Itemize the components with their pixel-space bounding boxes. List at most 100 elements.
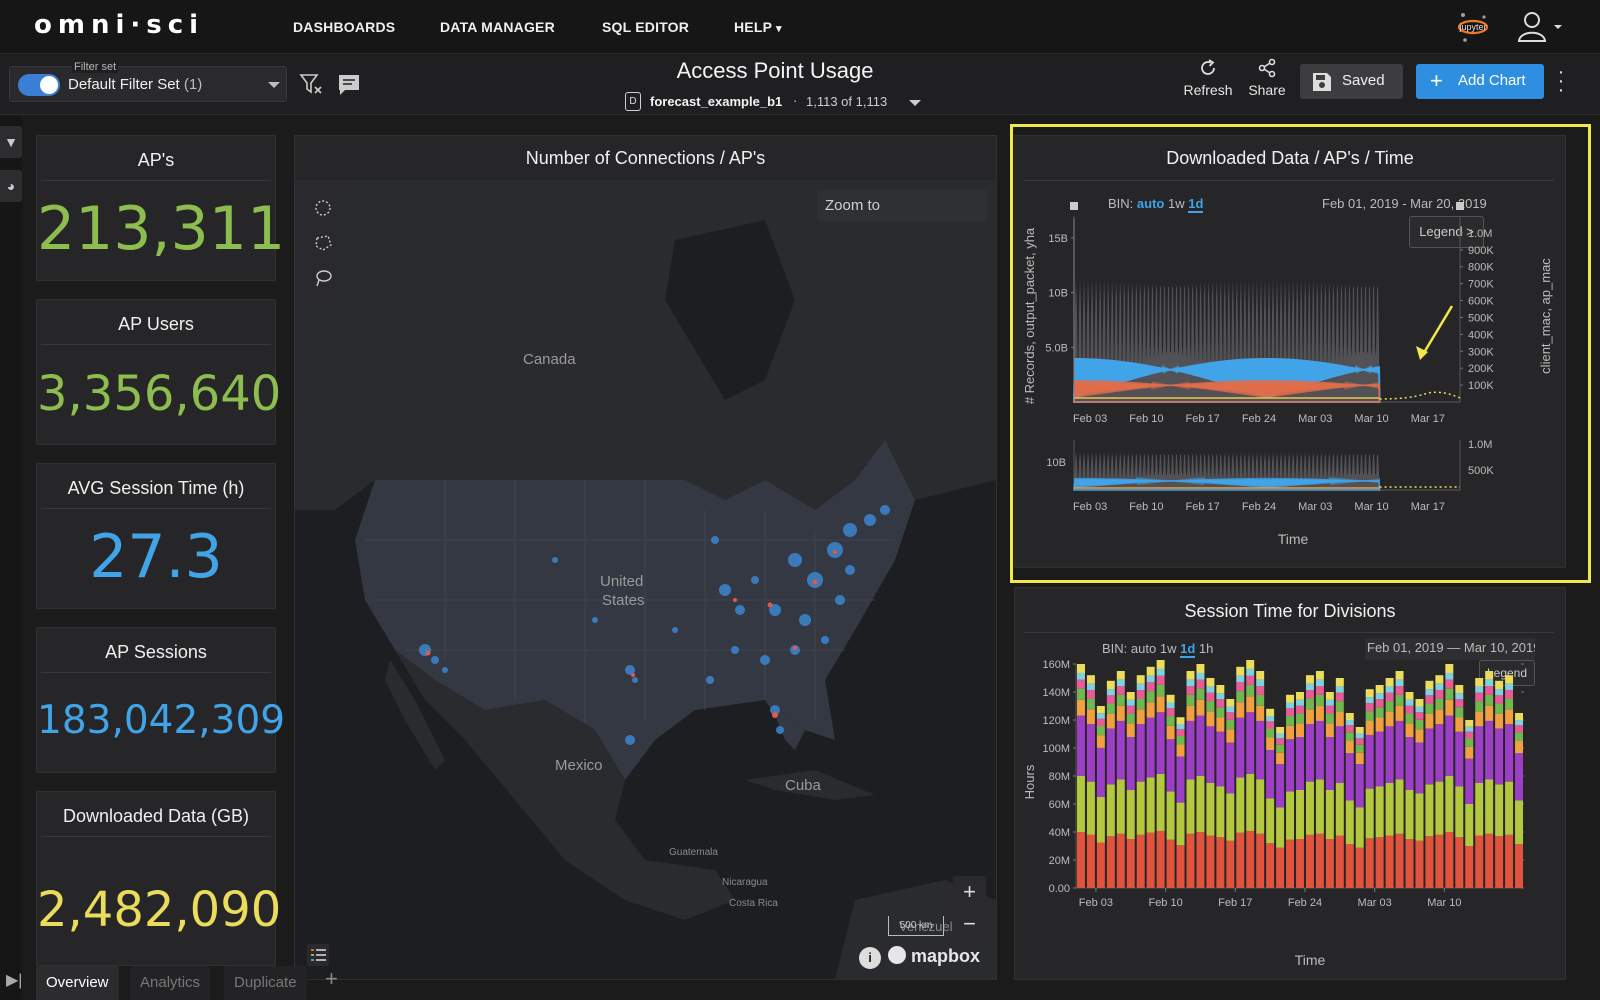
nav-dashboards[interactable]: DASHBOARDS <box>293 19 396 35</box>
filter-set-toggle-knob[interactable] <box>40 76 58 94</box>
map-label-cuba: Cuba <box>785 777 822 794</box>
map-label-mexico: Mexico <box>555 757 603 774</box>
bar-segment <box>1086 690 1095 699</box>
bin-auto[interactable]: auto <box>1136 196 1165 211</box>
bar-segment <box>1096 735 1105 748</box>
nav-sql-editor[interactable]: SQL EDITOR <box>602 19 690 35</box>
kpi-card: AVG Session Time (h) 27.3 <box>36 463 276 609</box>
circle-select-icon[interactable] <box>313 198 333 223</box>
bar-segment <box>1226 840 1235 888</box>
bin-auto[interactable]: auto <box>1130 641 1157 656</box>
clear-filters-icon[interactable] <box>299 72 323 101</box>
zoom-to-input[interactable]: Zoom to <box>817 190 987 221</box>
lasso-select-icon[interactable] <box>313 268 333 293</box>
omnisci-logo[interactable]: omni·sci <box>34 10 205 40</box>
filter-panel-icon[interactable]: ▼ <box>0 126 22 158</box>
info-icon[interactable]: i <box>859 947 881 969</box>
bar-segment <box>1206 711 1215 727</box>
bar-segment <box>1136 698 1145 710</box>
bar-segment <box>1136 683 1145 691</box>
bar-segment <box>1226 742 1235 794</box>
bar-segment <box>1515 720 1523 726</box>
x-tick-label: Mar 03 <box>1298 413 1332 425</box>
brush-x-tick-label: Feb 24 <box>1242 501 1276 513</box>
bar-segment <box>1415 742 1424 794</box>
filter-set-name[interactable]: Default Filter Set (1) <box>68 76 202 93</box>
dashboard-title[interactable]: Access Point Usage <box>676 58 874 83</box>
saved-button[interactable]: Saved <box>1300 64 1403 99</box>
annotations-icon[interactable] <box>338 74 360 101</box>
map-legend-toggle[interactable] <box>307 944 329 966</box>
bar-segment <box>1116 679 1125 687</box>
bar-segment <box>1505 675 1514 684</box>
map-label-nicaragua: Nicaragua <box>722 877 768 888</box>
point-map[interactable]: Canada United States Mexico Cuba Guatema… <box>295 180 996 979</box>
refresh-icon <box>1178 58 1238 82</box>
palette-icon[interactable]: ◕ <box>0 170 22 202</box>
chart2-date-range[interactable]: Feb 01, 2019 — Mar 10, 2019 <box>1365 638 1535 660</box>
x-tick-label: Feb 17 <box>1218 897 1252 909</box>
nav-data-manager[interactable]: DATA MANAGER <box>440 19 555 35</box>
kpi-card: AP Sessions 183,042,309 <box>36 627 285 773</box>
chart1-legend-button[interactable]: Legend > <box>1409 216 1484 248</box>
zoom-out-button[interactable]: − <box>963 911 976 936</box>
bar-segment <box>1355 733 1364 739</box>
nav-help-label[interactable]: HELP <box>734 19 772 35</box>
bar-segment <box>1475 726 1484 783</box>
share-button[interactable]: Share <box>1237 58 1297 98</box>
bar-segment <box>1216 693 1225 700</box>
chart2-date-from[interactable]: Feb 01, 2019 <box>1367 640 1444 655</box>
bin-1w[interactable]: 1w <box>1168 196 1185 211</box>
chevron-down-icon[interactable] <box>268 82 280 88</box>
bar-segment <box>1515 741 1523 754</box>
bin-1w[interactable]: 1w <box>1159 641 1177 656</box>
bar-segment <box>1495 713 1504 729</box>
collapse-panel-icon[interactable]: ▶| <box>6 972 23 989</box>
bar-segment <box>1405 699 1414 706</box>
filter-set-label[interactable]: Default Filter Set <box>68 76 180 93</box>
polygon-select-icon[interactable] <box>313 233 333 258</box>
bin-1h[interactable]: 1h <box>1198 641 1214 656</box>
nav-help[interactable]: HELP ▾ <box>734 19 782 35</box>
datasource-name[interactable]: forecast_example_b1 <box>650 94 783 109</box>
chart1-plot[interactable]: # Records, output_packet, yha client_mac… <box>1014 196 1566 556</box>
bar-segment <box>1395 833 1404 888</box>
share-icon <box>1237 58 1297 82</box>
bar-segment <box>1505 781 1514 835</box>
chart2-plot[interactable]: Hours Time 0.00 20M 40M 60M 80M 100M 120M 140M 1… <box>1014 660 1566 980</box>
zoom-controls <box>953 876 986 940</box>
chart2-title[interactable]: Session Time for Divisions <box>1184 601 1396 621</box>
tab-overview[interactable]: Overview <box>36 966 119 1000</box>
chevron-down-icon[interactable] <box>909 100 921 106</box>
zoom-in-button[interactable]: + <box>963 879 976 904</box>
x-tick-label: Feb 03 <box>1073 413 1107 425</box>
bar-segment <box>1325 723 1334 738</box>
bar-segment <box>1146 717 1155 778</box>
bar-segment <box>1176 744 1185 757</box>
tab-duplicate[interactable]: Duplicate <box>224 966 307 1000</box>
x-tick-label: Feb 03 <box>1079 897 1113 909</box>
chart2-date-to[interactable]: Mar 10, 2019 <box>1463 640 1535 655</box>
bar-segment <box>1276 733 1285 739</box>
bar-segment <box>1216 837 1225 888</box>
more-options-icon[interactable]: · · · <box>1557 61 1565 101</box>
bar-segment <box>1166 708 1175 717</box>
jupyter-icon[interactable]: jupyter <box>1455 10 1491 44</box>
add-tab-button[interactable]: + <box>325 966 338 991</box>
bar-segment <box>1196 699 1205 716</box>
chart1-title[interactable]: Downloaded Data / AP's / Time <box>1166 148 1414 168</box>
bar-segment <box>1106 836 1115 888</box>
bar-segment <box>1505 683 1514 691</box>
add-chart-button[interactable]: + Add Chart <box>1416 64 1544 99</box>
map-title[interactable]: Number of Connections / AP's <box>525 148 766 168</box>
bar-segment <box>1216 707 1225 718</box>
tab-analytics[interactable]: Analytics <box>130 966 211 1000</box>
bin-1d[interactable]: 1d <box>1188 196 1204 213</box>
bin-1d[interactable]: 1d <box>1180 641 1196 658</box>
kpi-title: Downloaded Data (GB) <box>62 806 250 826</box>
chart1-date-range[interactable]: Feb 01, 2019 - Mar 20, 2019 <box>1322 196 1487 211</box>
bar-segment <box>1485 686 1494 695</box>
user-menu[interactable] <box>1517 10 1568 44</box>
refresh-button[interactable]: Refresh <box>1178 58 1238 98</box>
bar-segment <box>1365 703 1374 712</box>
